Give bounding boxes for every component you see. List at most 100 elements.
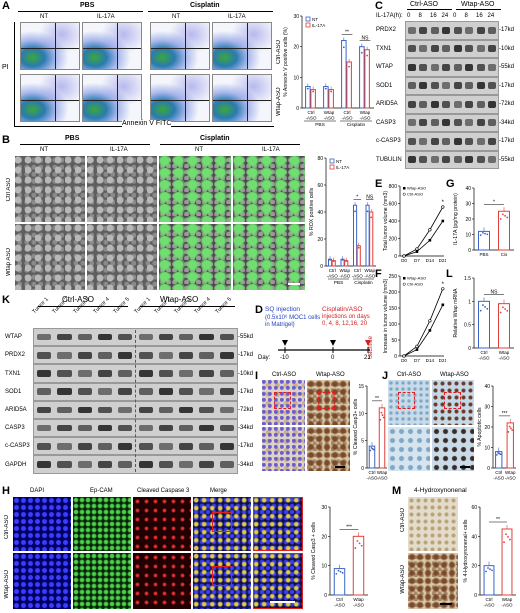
x-tick-label: -ASO bbox=[493, 475, 505, 480]
panel-k-band bbox=[158, 370, 174, 377]
ihc-i-ctrl-low bbox=[262, 380, 305, 425]
panel-c-band bbox=[430, 82, 439, 90]
y-tick-label: 0 bbox=[474, 593, 477, 599]
panel-k-band bbox=[158, 333, 174, 341]
panel-k-band bbox=[199, 461, 214, 468]
panel-b-cond-4: IL-17A bbox=[262, 147, 280, 153]
panel-k-band bbox=[179, 333, 194, 341]
data-point bbox=[306, 87, 309, 90]
panel-k-band bbox=[97, 443, 113, 450]
panel-b-cond-3: NT bbox=[195, 147, 203, 153]
panel-b-row-wtap: Wtap ASO bbox=[6, 248, 12, 277]
panel-k-band bbox=[57, 352, 72, 359]
if-h-ctrl-merge bbox=[193, 497, 251, 551]
panel-letter-k: K bbox=[2, 294, 10, 306]
flow-plot-ctrl-pbs-il17 bbox=[82, 22, 142, 70]
panel-c-size-label: -55kd bbox=[499, 64, 515, 71]
data-point bbox=[360, 51, 363, 54]
zoom-box-h-wtap bbox=[212, 566, 232, 586]
micrograph-b-wtap-pbs-nt bbox=[15, 224, 85, 290]
panel-k-band bbox=[158, 406, 174, 414]
flow-plot-wtap-pbs-il17 bbox=[82, 74, 142, 122]
x-tick-label: -ASO bbox=[327, 273, 339, 278]
y-axis-label: % Apoptotic cells bbox=[477, 407, 483, 447]
panel-c-protein-label: CASP3 bbox=[376, 119, 396, 126]
panel-k-band bbox=[138, 406, 153, 414]
panel-c-time-header: IL-17A(h): bbox=[376, 13, 403, 19]
panel-k-band bbox=[179, 406, 194, 414]
y-tick-label: 30 bbox=[465, 202, 471, 208]
y-tick-label: 400 bbox=[389, 219, 398, 225]
panel-c-band bbox=[465, 137, 474, 145]
panel-k-band bbox=[138, 370, 153, 377]
x-tick-label: -ASO bbox=[341, 115, 353, 120]
flow-plot-wtap-pbs-nt bbox=[20, 74, 80, 122]
micrograph-b-wtap-cis-il17 bbox=[233, 224, 305, 290]
significance-label: *** bbox=[346, 524, 352, 530]
y-tick-label: 0 bbox=[468, 248, 471, 254]
panel-c-size-label: -17kd bbox=[499, 138, 515, 145]
data-point bbox=[342, 46, 345, 49]
y-tick-label: 30 bbox=[484, 405, 490, 411]
panel-d-step1-detail2: in Matrigel) bbox=[265, 322, 295, 328]
panel-b-row-ctrl: Ctrl ASO bbox=[6, 178, 12, 202]
panel-c-band bbox=[476, 45, 485, 53]
panel-k-band bbox=[77, 370, 92, 377]
data-point bbox=[348, 65, 351, 68]
panel-k-band bbox=[37, 333, 52, 341]
panel-k-band bbox=[57, 424, 72, 432]
panel-c-band bbox=[407, 26, 416, 34]
panel-k-band bbox=[179, 424, 194, 432]
if-h-ctrl-casp3 bbox=[133, 497, 191, 551]
x-tick-label: Ctrl bbox=[344, 110, 351, 115]
panel-k-band bbox=[37, 370, 52, 377]
panel-k-band bbox=[118, 388, 133, 395]
panel-c-band bbox=[407, 45, 416, 53]
data-point bbox=[491, 569, 493, 572]
panel-k-band bbox=[97, 461, 113, 468]
panel-k-band bbox=[37, 424, 52, 432]
bar bbox=[346, 61, 352, 109]
panel-k-band bbox=[37, 352, 52, 359]
y-tick-label: 10 bbox=[321, 564, 327, 570]
panel-c-band bbox=[430, 63, 439, 71]
chart-a: 0 10 20 30 % Annexin V positive cells (%) Ctr… bbox=[283, 14, 374, 128]
zoom-box-j-ctrl bbox=[398, 392, 415, 409]
data-point bbox=[479, 309, 482, 312]
panel-c-band bbox=[453, 137, 462, 145]
panel-c-band bbox=[419, 137, 428, 145]
panel-c-band bbox=[419, 63, 428, 71]
panel-k-band bbox=[118, 333, 133, 341]
panel-c-band bbox=[419, 119, 428, 127]
panel-letter-i: I bbox=[255, 370, 259, 382]
y-tick-label: 0 bbox=[394, 354, 397, 360]
y-tick-label: 100 bbox=[389, 322, 398, 328]
panel-c-size-label: -10kd bbox=[499, 45, 515, 52]
significance-label: NS bbox=[362, 36, 370, 42]
panel-k-band bbox=[97, 424, 113, 432]
panel-k-band bbox=[118, 424, 133, 432]
y-axis-label: % Cleaved Casp3 + cells bbox=[311, 522, 317, 580]
panel-k-band bbox=[97, 370, 113, 377]
y-tick-label: 20 bbox=[317, 237, 323, 243]
y-tick-label: 150 bbox=[389, 306, 398, 312]
data-point bbox=[505, 533, 507, 536]
x-tick-label: -ASO bbox=[478, 355, 490, 360]
legend-label: IL-17A bbox=[312, 23, 325, 28]
panel-c-timepoint: 24 bbox=[441, 13, 449, 19]
panel-a-treatment-pbs: PBS bbox=[80, 2, 95, 9]
data-point bbox=[366, 54, 369, 57]
zoom-box-i-wtap bbox=[318, 392, 335, 409]
flow-plot-ctrl-pbs-nt bbox=[20, 22, 80, 70]
panel-k-protein-label: TXN1 bbox=[5, 370, 21, 377]
panel-k-band bbox=[97, 388, 113, 395]
data-point bbox=[360, 544, 363, 547]
y-tick-label: 40 bbox=[471, 534, 477, 540]
data-point bbox=[509, 538, 511, 541]
panel-d-step2-detail1: injections on days bbox=[322, 314, 370, 320]
legend-label: Wtap-ASO bbox=[407, 276, 426, 281]
panel-k-band bbox=[219, 388, 234, 395]
panel-c-band bbox=[476, 63, 485, 71]
panel-c-band bbox=[407, 119, 416, 127]
